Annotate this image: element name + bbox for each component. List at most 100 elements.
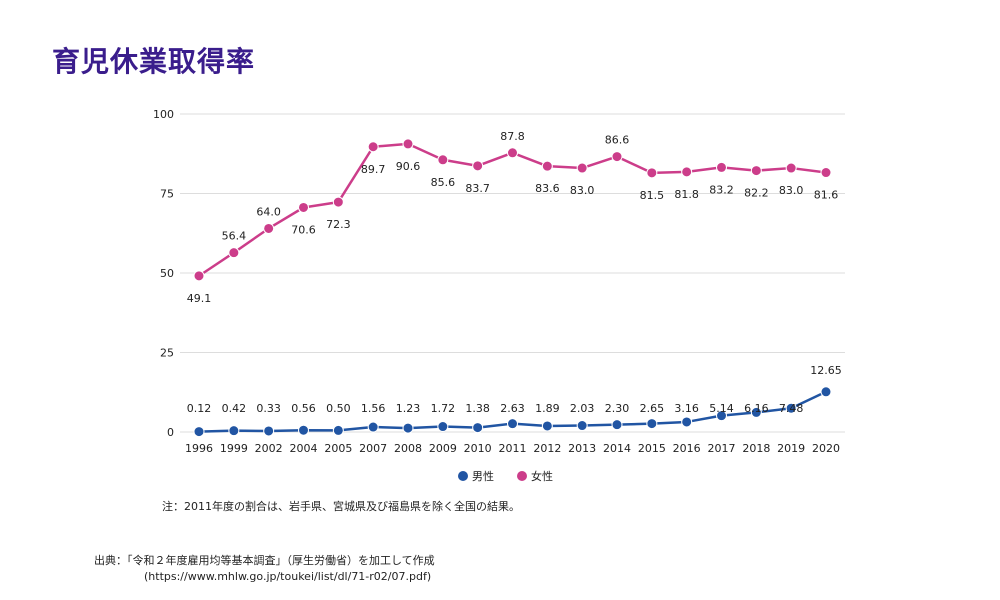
data-point	[750, 406, 762, 418]
data-label: 86.6	[605, 134, 630, 147]
data-point	[576, 162, 588, 174]
data-point	[437, 154, 449, 166]
data-label: 49.1	[187, 292, 212, 305]
data-label: 72.3	[326, 218, 351, 231]
data-label: 2.30	[605, 402, 630, 415]
x-tick-label: 2018	[742, 442, 770, 455]
data-label: 1.89	[535, 402, 560, 415]
data-point	[611, 151, 623, 163]
data-label: 0.33	[256, 402, 281, 415]
data-point	[193, 270, 205, 282]
legend-marker	[517, 471, 527, 481]
data-label: 70.6	[291, 223, 316, 236]
y-tick-label: 0	[167, 426, 174, 439]
data-label: 83.6	[535, 182, 560, 195]
y-tick-label: 100	[153, 108, 174, 121]
data-point	[646, 418, 658, 430]
x-tick-label: 2008	[394, 442, 422, 455]
data-point	[298, 201, 309, 213]
x-tick-label: 2009	[429, 442, 457, 455]
x-tick-label: 2011	[499, 442, 527, 455]
data-label: 0.42	[222, 402, 247, 415]
data-point	[472, 160, 484, 172]
data-label: 7.48	[779, 402, 804, 415]
x-tick-label: 2020	[812, 442, 840, 455]
x-tick-label: 2002	[255, 442, 283, 455]
data-label: 0.12	[187, 402, 212, 415]
data-point	[367, 141, 379, 153]
data-label: 90.6	[396, 160, 421, 173]
data-point	[507, 147, 518, 159]
data-point	[507, 418, 518, 430]
data-point	[263, 222, 275, 234]
data-point	[332, 424, 344, 436]
data-label: 85.6	[431, 176, 456, 189]
data-point	[332, 196, 344, 208]
data-point	[646, 167, 658, 179]
data-point	[716, 410, 727, 422]
data-point	[263, 425, 275, 437]
data-label: 56.4	[222, 230, 247, 243]
x-tick-label: 2015	[638, 442, 666, 455]
page-title: 育児休業取得率	[52, 45, 256, 78]
data-point	[402, 422, 414, 434]
data-label: 12.65	[810, 364, 842, 377]
data-point	[820, 386, 832, 398]
x-tick-label: 1996	[185, 442, 213, 455]
data-label: 81.8	[674, 188, 699, 201]
data-point	[367, 421, 379, 433]
data-point	[228, 425, 240, 437]
data-point	[681, 166, 693, 178]
x-tick-label: 2007	[359, 442, 387, 455]
y-tick-label: 25	[160, 347, 174, 360]
legend-marker	[458, 471, 468, 481]
y-tick-label: 75	[160, 188, 174, 201]
data-label: 81.6	[814, 189, 839, 202]
data-point	[820, 167, 832, 179]
data-label: 2.65	[640, 402, 665, 415]
data-point	[681, 416, 693, 428]
data-label: 2.63	[500, 402, 525, 415]
x-tick-label: 2016	[673, 442, 701, 455]
data-label: 81.5	[640, 189, 665, 202]
data-label: 1.38	[465, 402, 490, 415]
legend-label: 女性	[531, 469, 553, 483]
chart-note: 注：2011年度の割合は、岩手県、宮城県及び福島県を除く全国の結果。	[162, 500, 520, 513]
data-point	[472, 422, 484, 434]
data-point	[437, 421, 449, 433]
data-point	[785, 402, 797, 414]
x-tick-label: 2010	[464, 442, 492, 455]
data-point	[541, 160, 553, 172]
data-label: 83.2	[709, 183, 734, 196]
data-label: 89.7	[361, 163, 386, 176]
x-tick-label: 2017	[708, 442, 736, 455]
y-tick-label: 50	[160, 267, 174, 280]
data-point	[750, 165, 762, 177]
data-point	[541, 420, 553, 432]
data-label: 0.56	[291, 402, 316, 415]
data-label: 3.16	[674, 402, 699, 415]
x-tick-label: 2005	[324, 442, 352, 455]
data-label: 1.72	[431, 402, 456, 415]
data-point	[785, 162, 797, 174]
data-label: 6.16	[744, 402, 769, 415]
x-tick-label: 2012	[533, 442, 561, 455]
data-point	[576, 420, 588, 432]
data-point	[716, 161, 727, 173]
data-point	[228, 247, 240, 259]
data-point	[298, 424, 309, 436]
data-label: 87.8	[500, 130, 525, 143]
data-label: 83.0	[779, 184, 804, 197]
x-tick-label: 2014	[603, 442, 631, 455]
data-label: 1.56	[361, 402, 386, 415]
data-label: 5.14	[709, 402, 734, 415]
source-url: (https://www.mhlw.go.jp/toukei/list/dl/7…	[144, 570, 432, 583]
source-citation: 出典：「令和２年度雇用均等基本調査」（厚生労働省）を加工して作成 (https:…	[94, 553, 435, 585]
series-line	[198, 142, 827, 277]
x-tick-label: 2004	[290, 442, 318, 455]
legend-label: 男性	[472, 469, 494, 483]
x-tick-label: 1999	[220, 442, 248, 455]
data-point	[611, 419, 623, 431]
x-tick-label: 2019	[777, 442, 805, 455]
